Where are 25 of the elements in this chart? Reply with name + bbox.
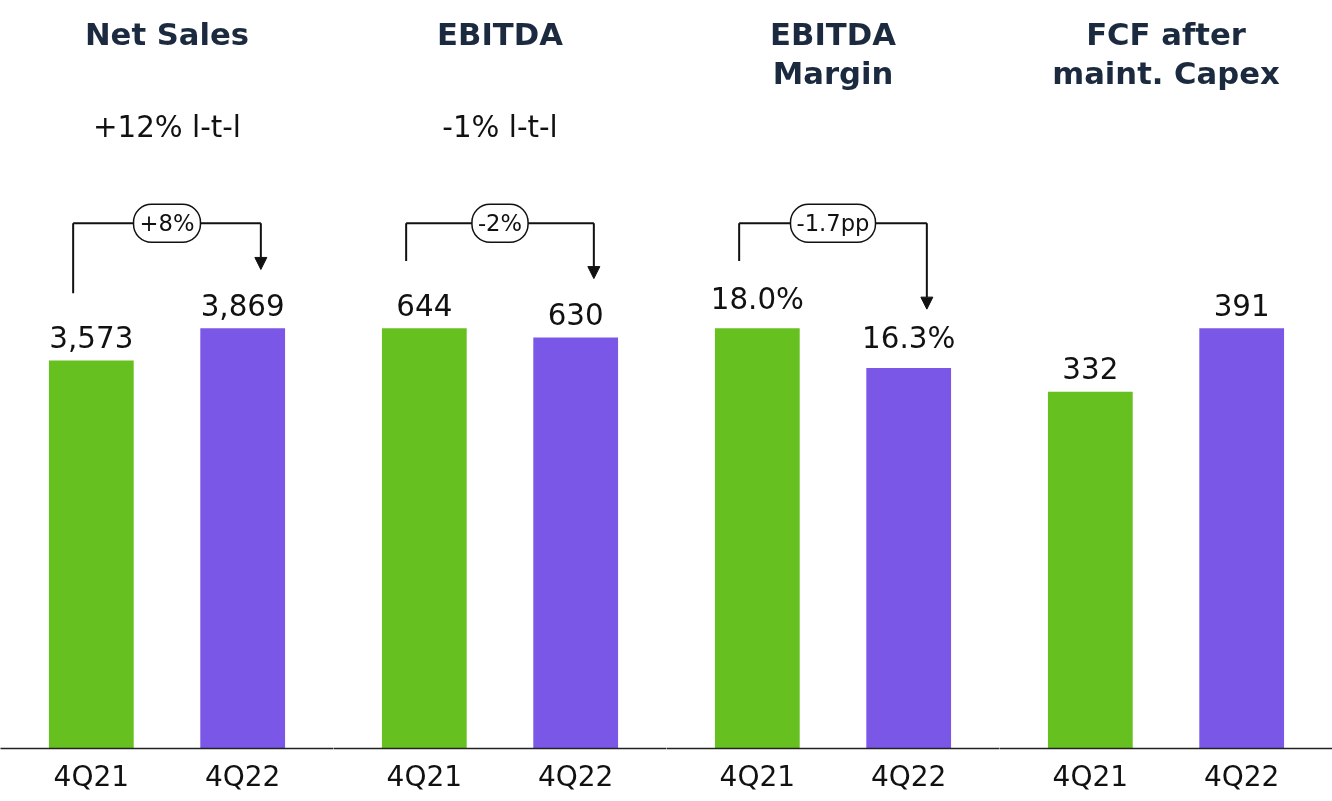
chart-title: Net Sales <box>84 17 250 53</box>
chart-title: EBITDA <box>437 17 564 53</box>
x-tick-label: 4Q22 <box>870 759 947 793</box>
chart-subtitle: -1% l-t-l <box>442 109 558 144</box>
x-tick-label: 4Q21 <box>1052 759 1129 793</box>
text: -2% <box>477 210 523 237</box>
x-tick-label: 4Q21 <box>719 759 796 793</box>
data-label: 644 <box>396 288 453 323</box>
chart-subtitle: +12% l-t-l <box>92 109 242 144</box>
chart-title: EBITDA Margin <box>770 17 897 91</box>
data-label: 3,869 <box>200 288 285 323</box>
x-tick-label: 4Q22 <box>1203 759 1280 793</box>
chart-title: FCF after maint. Capex <box>1052 17 1281 91</box>
data-label: 18.0% <box>710 281 804 316</box>
x-tick-label: 4Q22 <box>537 759 614 793</box>
x-tick-label: 4Q22 <box>204 759 281 793</box>
x-tick-label: 4Q21 <box>53 759 130 793</box>
text: -1.7pp <box>796 210 870 237</box>
data-label: 3,573 <box>49 320 134 355</box>
x-tick-label: 4Q21 <box>386 759 463 793</box>
text: +8% <box>139 210 195 237</box>
data-label: 332 <box>1062 352 1119 387</box>
data-label: 630 <box>547 297 604 332</box>
data-label: 391 <box>1213 288 1270 323</box>
data-label: 16.3% <box>862 321 956 356</box>
